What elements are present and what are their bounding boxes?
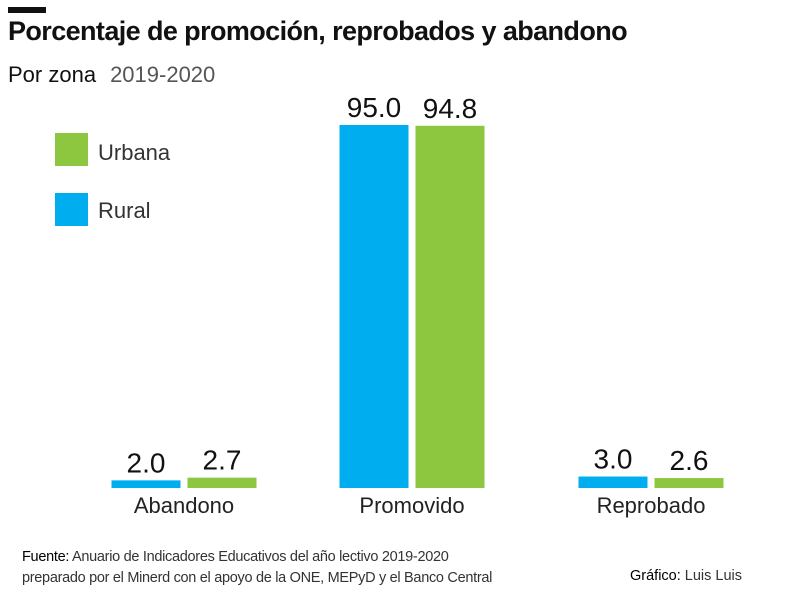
data-label: 95.0 — [347, 92, 402, 123]
category-label: Reprobado — [597, 493, 706, 518]
data-label: 3.0 — [594, 444, 633, 475]
bar-urbana-abandono — [187, 477, 257, 488]
bar-rural-promovido — [339, 125, 409, 488]
category-label: Promovido — [359, 493, 464, 518]
bar-rural-abandono — [111, 480, 181, 488]
legend-swatch-urbana — [55, 133, 88, 166]
data-label: 2.7 — [203, 445, 242, 476]
credit-name: Luis Luis — [684, 568, 743, 584]
plot-area: 2.0 2.7 Abandono 95.0 94.8 Promovido 3.0 2.6 Rep… — [111, 92, 724, 518]
source-line-1: Anuario de Indicadores Educativos del añ… — [72, 549, 449, 565]
bar-urbana-promovido — [415, 125, 485, 488]
source-note: Fuente: Anuario de Indicadores Educativo… — [22, 547, 492, 589]
source-line-2: preparado por el Minerd con el apoyo de … — [22, 570, 493, 586]
legend-label-rural: Rural — [98, 198, 151, 223]
credit-label: Gráfico: — [630, 568, 681, 584]
category-label: Abandono — [134, 493, 234, 518]
bar-urbana-reprobado — [654, 478, 724, 488]
credit: Gráfico: Luis Luis — [630, 568, 742, 584]
subtitle-text: Por zona — [8, 62, 97, 87]
legend-label-urbana: Urbana — [98, 140, 171, 165]
data-label: 2.0 — [127, 447, 166, 478]
period: 2019-2020 — [110, 62, 216, 87]
data-label: 94.8 — [423, 93, 478, 124]
legend-swatch-rural — [55, 193, 88, 226]
data-label: 2.6 — [670, 445, 709, 476]
chart-title: Porcentaje de promoción, reprobados y ab… — [8, 16, 628, 46]
bar-rural-reprobado — [578, 476, 648, 488]
chart-subtitle: Por zona 2019-2020 — [8, 62, 215, 88]
title-accent-bar — [8, 7, 46, 13]
source-label: Fuente: — [22, 549, 70, 565]
